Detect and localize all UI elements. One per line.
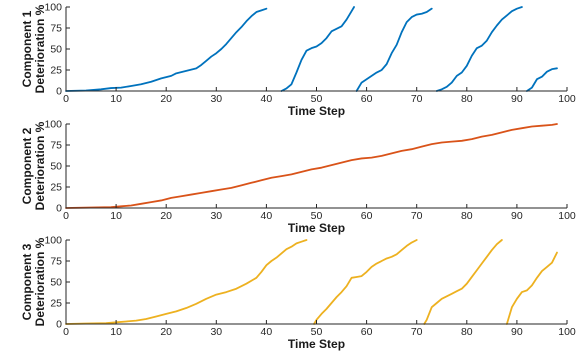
panel3-y-axis-label-line-2: Deterioration %: [33, 237, 47, 326]
panel2-x-tick-label-20: 20: [160, 210, 172, 222]
panel1-x-tick-label-30: 30: [210, 93, 222, 105]
panel3-y-tick-label-75: 75: [50, 256, 62, 268]
panel3-y-axis-label-line-1: Component 3: [20, 243, 34, 320]
panel3-x-axis-label: Time Step: [288, 337, 345, 351]
panel3-x-tick-label-90: 90: [511, 326, 523, 338]
panel1-y-tick-label-100: 100: [44, 2, 62, 14]
panel2-y-tick-label-75: 75: [50, 140, 62, 152]
panel3-x-tick-label-10: 10: [110, 326, 122, 338]
panel2-y-tick-label-0: 0: [56, 203, 62, 215]
panel3-x-tick-label-40: 40: [261, 326, 273, 338]
panel3-x-tick-label-0: 0: [63, 326, 69, 338]
panel2-y-tick-label-50: 50: [50, 161, 62, 173]
panel3-x-tick-label-20: 20: [160, 326, 172, 338]
panel1-x-tick-label-50: 50: [311, 93, 323, 105]
panel2-x-tick-label-50: 50: [311, 210, 323, 222]
panel2-x-tick-label-100: 100: [558, 210, 576, 222]
panel1-series-1-segment-1: [65, 7, 268, 92]
panel3-series-1-segment-3: [423, 239, 503, 325]
panel1-y-axis-label: Component 1Deterioration %: [20, 4, 47, 93]
panel3-y-tick-label-100: 100: [44, 235, 62, 247]
panel3-x-tick-label-30: 30: [210, 326, 222, 338]
panel2-x-tick-label-60: 60: [361, 210, 373, 222]
panel1-x-tick-label-40: 40: [261, 93, 273, 105]
panel2-y-axis-label-line-2: Deterioration %: [33, 121, 47, 210]
panel3-series-1-segment-2: [313, 239, 418, 325]
panel1-series-1-segment-3: [355, 7, 433, 92]
panel3-x-tick-label-70: 70: [411, 326, 423, 338]
panel3-x-tick-label-60: 60: [361, 326, 373, 338]
panel1-series-1-segment-5: [526, 67, 558, 92]
panel1-y-axis-label-line-1: Component 1: [20, 10, 34, 87]
panel1-series-1-segment-2: [280, 6, 355, 92]
panel1-x-tick-label-0: 0: [63, 93, 69, 105]
panel1-y-tick-label-50: 50: [50, 44, 62, 56]
panel1-x-tick-label-60: 60: [361, 93, 373, 105]
panel1-y-tick-label-0: 0: [56, 86, 62, 98]
panel3-y-tick-label-0: 0: [56, 319, 62, 331]
panel1-y-axis-label-line-2: Deterioration %: [33, 4, 47, 93]
panel2-x-tick-label-40: 40: [261, 210, 273, 222]
panel2-x-tick-label-10: 10: [110, 210, 122, 222]
panel2-x-axis-label: Time Step: [288, 221, 345, 235]
panel3-y-tick-label-50: 50: [50, 277, 62, 289]
panel2-x-tick-label-70: 70: [411, 210, 423, 222]
panel3-x-tick-label-80: 80: [461, 326, 473, 338]
panel3-y-axis-label: Component 3Deterioration %: [20, 237, 47, 326]
panel1-x-tick-label-70: 70: [411, 93, 423, 105]
panel2-x-tick-label-30: 30: [210, 210, 222, 222]
panel2-x-tick-label-90: 90: [511, 210, 523, 222]
panel1-series-1-segment-4: [435, 6, 523, 92]
panel2-y-axis-label: Component 2Deterioration %: [20, 121, 47, 210]
panel1-x-tick-label-90: 90: [511, 93, 523, 105]
panel1-y-tick-label-75: 75: [50, 23, 62, 35]
panel2-y-axis-label-line-1: Component 2: [20, 127, 34, 204]
panel2-y-tick-label-25: 25: [50, 182, 62, 194]
panel1-x-axis-label: Time Step: [288, 104, 345, 118]
panel2-series-1-segment-1: [65, 123, 558, 209]
panel1-x-tick-label-10: 10: [110, 93, 122, 105]
panel2-y-tick-label-100: 100: [44, 119, 62, 131]
panel3-series-1-segment-1: [65, 239, 308, 325]
panel1-x-tick-label-80: 80: [461, 93, 473, 105]
panel3-x-tick-label-100: 100: [558, 326, 576, 338]
panel3-axes: [65, 240, 567, 325]
panel1-x-tick-label-100: 100: [558, 93, 576, 105]
panel2-x-tick-label-80: 80: [461, 210, 473, 222]
panel2-axes: [65, 124, 567, 209]
panel1-axes: [65, 7, 567, 92]
panel1-y-tick-label-25: 25: [50, 65, 62, 77]
panel3-x-tick-label-50: 50: [311, 326, 323, 338]
panel1-x-tick-label-20: 20: [160, 93, 172, 105]
panel2-x-tick-label-0: 0: [63, 210, 69, 222]
panel3-y-tick-label-25: 25: [50, 298, 62, 310]
panel3-series-1-segment-4: [505, 251, 558, 325]
